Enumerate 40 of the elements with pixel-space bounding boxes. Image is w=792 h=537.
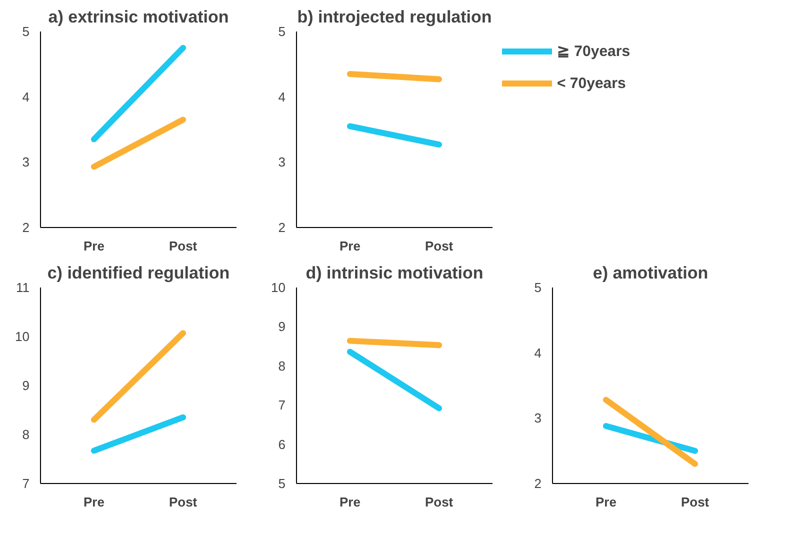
y-tick-label: 2 [22,220,30,235]
legend-label: ≧ 70years [557,42,630,60]
y-tick-label: 2 [278,220,286,235]
y-tick-label: 4 [278,89,286,104]
y-tick-label: 8 [278,358,286,374]
x-tick-label: Pre [83,238,104,254]
y-tick-label: 3 [22,154,30,170]
chart-title: d) intrinsic motivation [306,264,484,282]
x-tick-label: Post [168,238,198,254]
chart-title: e) amotivation [592,264,708,282]
y-tick-label: 7 [278,398,286,413]
x-tick-label: Post [424,238,454,254]
y-tick-label: 10 [15,329,30,344]
x-tick-label: Pre [339,494,360,510]
x-tick-label: Post [424,494,454,510]
y-tick-label: 10 [271,280,286,295]
y-tick-label: 5 [278,24,286,39]
y-tick-label: 3 [534,410,542,426]
chart-title: c) identified regulation [47,264,230,282]
y-tick-label: 11 [16,280,30,295]
chart-title: b) introjected regulation [297,8,492,26]
y-tick-label: 8 [22,427,30,442]
y-tick-label: 5 [534,280,542,295]
y-tick-label: 7 [22,476,30,491]
y-tick-label: 4 [22,89,30,104]
y-tick-label: 2 [534,476,542,491]
y-tick-label: 5 [22,24,30,39]
y-tick-label: 3 [278,154,286,170]
y-tick-label: 4 [534,345,542,360]
x-tick-label: Post [168,494,198,510]
legend-label: < 70years [557,74,626,92]
y-tick-label: 5 [278,476,286,491]
x-tick-label: Pre [595,494,616,510]
x-tick-label: Pre [339,238,360,254]
y-tick-label: 9 [278,319,286,334]
y-tick-label: 9 [22,378,30,393]
x-tick-label: Post [680,494,710,510]
x-tick-label: Pre [83,494,104,510]
chart-title: a) extrinsic motivation [48,8,229,26]
y-tick-label: 6 [278,436,286,452]
